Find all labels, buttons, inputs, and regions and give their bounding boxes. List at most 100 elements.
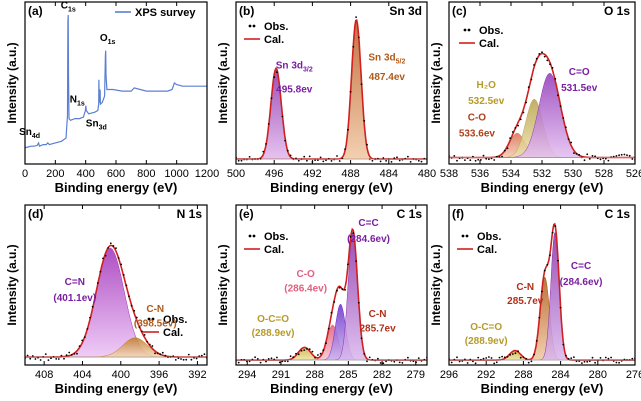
observed-point [182,358,185,361]
observed-point [336,289,338,292]
peak-annotation: 533.6ev [459,128,496,139]
observed-point [284,360,286,362]
observed-point [474,159,477,162]
observed-point [599,357,602,359]
observed-point [104,254,107,257]
observed-point [382,157,385,159]
observed-point [161,351,164,354]
observed-point [628,154,631,157]
observed-point [50,357,52,360]
observed-point [535,57,538,60]
panel-title: O 1s [604,4,630,18]
peak-annotation: C=O [569,67,590,78]
observed-point [360,83,363,86]
observed-point [319,352,322,355]
observed-point [450,361,453,364]
observed-point [55,358,58,360]
y-axis-label: Intensity (a.u.) [429,42,443,123]
x-axis-label: Binding energy (eV) [270,180,393,195]
observed-point [607,159,610,162]
observed-point [276,356,278,359]
observed-point [70,354,73,356]
panel-frame [235,1,428,165]
observed-point [248,360,251,363]
observed-point [187,353,190,356]
observed-point [546,263,549,266]
legend-dot [252,234,256,238]
legend-dot [248,24,252,28]
observed-point [407,155,409,158]
x-tick-label: 530 [564,168,582,180]
legend-label: Cal. [163,327,183,339]
observed-point [265,143,267,145]
observed-point [355,16,357,18]
observed-point [289,154,292,157]
observed-point [588,360,591,363]
observed-point [514,127,517,129]
observed-point [565,354,567,357]
y-axis-label: Intensity (a.u.) [216,244,230,325]
panel-label: (b) [239,4,254,18]
observed-point [514,352,517,355]
peak-annotation: N1s [70,94,85,107]
observed-point [338,160,341,162]
x-tick-label: 488 [341,168,359,180]
observed-point [485,157,488,160]
x-tick-label: 392 [188,369,206,381]
observed-point [330,311,333,314]
panel-frame [448,204,636,366]
observed-point [306,348,308,350]
peak-annotation: C=C [571,261,591,272]
x-tick-label: 496 [265,168,283,180]
observed-point [573,356,575,358]
observed-point [148,343,151,346]
observed-point [498,356,501,359]
observed-point [501,355,503,358]
observed-point [506,355,509,358]
observed-point [461,360,464,362]
observed-point [610,356,612,359]
legend-label: Obs. [479,25,503,37]
observed-point [610,156,612,159]
observed-point [300,349,303,352]
observed-point [631,158,634,160]
observed-point [286,360,289,363]
observed-point [578,153,581,156]
observed-point [385,160,387,162]
observed-point [586,360,589,363]
observed-point [570,141,573,144]
observed-point [344,289,346,291]
observed-point [618,154,620,157]
observed-point [567,357,570,360]
observed-point [138,326,141,328]
observed-point [464,358,466,361]
observed-point [456,356,458,359]
observed-point [286,149,289,152]
observed-point [47,359,50,361]
observed-point [281,115,284,118]
observed-point [357,36,360,39]
x-tick-label: 280 [589,369,607,381]
observed-point [464,159,466,162]
observed-point [477,158,480,161]
x-tick-label: 800 [137,168,155,180]
x-tick-label: 0 [22,168,28,180]
observed-point [39,359,42,361]
x-tick-label: 276 [626,369,641,381]
observed-point [541,290,543,293]
legend-dot [461,234,465,238]
x-axis-label: Binding energy (eV) [481,180,604,195]
observed-point [488,158,490,161]
observed-point [303,349,306,351]
x-tick-label: 288 [305,369,323,381]
panel-label: (a) [28,4,43,18]
peak-annotation: C-N [146,304,164,315]
x-tick-label: 200 [46,168,64,180]
observed-point [578,360,581,362]
observed-point [583,360,586,363]
plot-area [449,51,635,162]
legend-label: Obs. [163,314,187,326]
peak-annotation: Sn 3d3/2 [276,60,313,73]
observed-point [575,360,578,363]
observed-point [297,353,300,356]
